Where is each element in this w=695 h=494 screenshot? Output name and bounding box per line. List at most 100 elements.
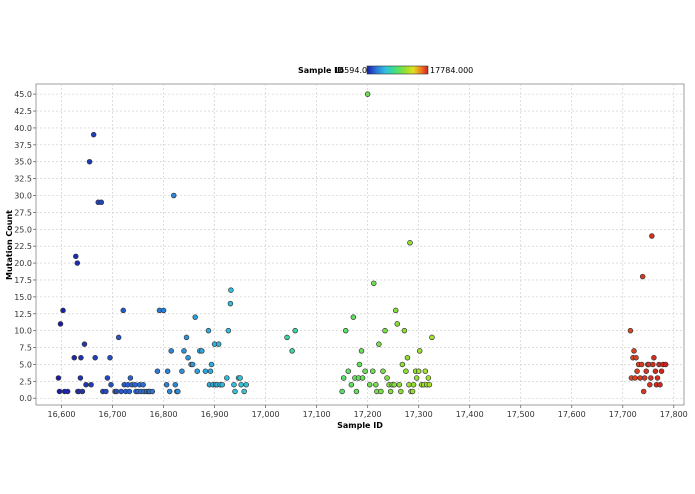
data-point: [120, 307, 127, 314]
data-point: [348, 381, 355, 388]
data-point: [648, 375, 654, 381]
grid: [36, 84, 684, 405]
data-point: [350, 314, 357, 320]
y-tick-label: 40.0: [14, 124, 32, 133]
data-point: [643, 368, 649, 374]
data-point: [199, 348, 205, 354]
y-axis: 0.0 2.5 5.0 7.5 10.0 12.5 15.0 17.5 20.0 22.5 25.0…: [14, 90, 36, 403]
data-point: [231, 381, 237, 388]
data-point: [154, 368, 161, 374]
data-point: [339, 388, 345, 395]
x-tick-label: 17,600: [558, 410, 586, 419]
data-point: [382, 327, 388, 334]
data-point: [416, 348, 423, 354]
data-point: [81, 341, 88, 347]
legend-title: Sample ID: [298, 66, 344, 75]
y-tick-label: 37.5: [14, 141, 32, 150]
data-point: [654, 375, 661, 381]
data-point: [132, 381, 138, 388]
data-point: [371, 280, 377, 287]
data-point: [366, 381, 373, 388]
data-points: [55, 91, 669, 395]
data-point: [391, 381, 397, 388]
data-point: [108, 381, 114, 388]
data-point: [83, 381, 89, 388]
x-tick-label: 17,800: [660, 410, 688, 419]
data-point: [413, 375, 420, 381]
data-point: [387, 388, 394, 395]
y-tick-label: 7.5: [19, 344, 32, 353]
y-tick-label: 0.0: [19, 394, 32, 403]
y-tick-label: 32.5: [14, 175, 32, 184]
data-point: [126, 388, 133, 395]
y-tick-label: 25.0: [14, 225, 32, 234]
data-point: [627, 327, 634, 334]
x-tick-label: 17,100: [303, 410, 331, 419]
data-point: [359, 375, 366, 381]
data-point: [426, 381, 433, 388]
x-tick-label: 17,200: [354, 410, 382, 419]
data-point: [422, 368, 429, 374]
x-tick-label: 17,300: [405, 410, 433, 419]
data-point: [394, 321, 400, 327]
data-point: [403, 368, 409, 374]
data-point: [662, 361, 669, 368]
data-point: [56, 388, 63, 395]
x-tick-label: 17,400: [456, 410, 484, 419]
data-point: [168, 348, 174, 354]
data-point: [641, 375, 648, 381]
data-point: [74, 260, 81, 266]
data-point: [358, 348, 365, 354]
data-point: [194, 368, 200, 374]
data-point: [407, 240, 413, 246]
data-point: [292, 327, 298, 334]
data-point: [55, 375, 62, 381]
data-point: [410, 381, 417, 388]
data-point: [77, 375, 84, 381]
data-point: [183, 334, 190, 341]
data-point: [171, 192, 177, 199]
data-point: [409, 388, 416, 395]
y-tick-label: 35.0: [14, 158, 32, 167]
data-point: [353, 388, 360, 395]
data-point: [113, 388, 120, 395]
data-point: [633, 354, 639, 361]
data-point: [103, 388, 109, 395]
data-point: [127, 375, 134, 381]
x-tick-label: 17,700: [609, 410, 637, 419]
data-point: [647, 381, 653, 388]
y-tick-label: 22.5: [14, 242, 32, 251]
data-point: [78, 354, 84, 361]
data-point: [140, 381, 146, 388]
data-point: [118, 388, 124, 395]
y-tick-label: 10.0: [14, 327, 32, 336]
data-point: [92, 354, 98, 361]
data-point: [179, 368, 185, 374]
data-point: [378, 388, 384, 395]
data-point: [227, 300, 234, 307]
data-point: [225, 327, 232, 334]
data-point: [284, 334, 290, 341]
y-tick-label: 42.5: [14, 107, 32, 116]
data-point: [429, 334, 435, 341]
data-point: [362, 368, 368, 374]
data-point: [396, 381, 403, 388]
color-legend: Sample ID 16594.000 17784.000: [298, 65, 473, 75]
data-point: [398, 388, 404, 395]
data-point: [205, 327, 212, 334]
data-point: [64, 388, 71, 395]
data-point: [238, 381, 244, 388]
data-point: [192, 314, 198, 320]
data-point: [657, 381, 663, 388]
legend-max-label: 17784.000: [430, 66, 473, 75]
y-tick-label: 30.0: [14, 192, 32, 201]
legend-min-label: 16594.000: [334, 66, 377, 75]
x-axis: 16,600 16,700 16,800 16,900 17,000 17,100 17,2…: [48, 405, 688, 419]
data-point: [98, 199, 105, 206]
data-point: [370, 368, 376, 374]
data-point: [399, 361, 406, 368]
x-axis-title: Sample ID: [337, 421, 383, 430]
data-point: [380, 368, 386, 374]
data-point: [373, 381, 379, 388]
data-point: [638, 361, 645, 368]
